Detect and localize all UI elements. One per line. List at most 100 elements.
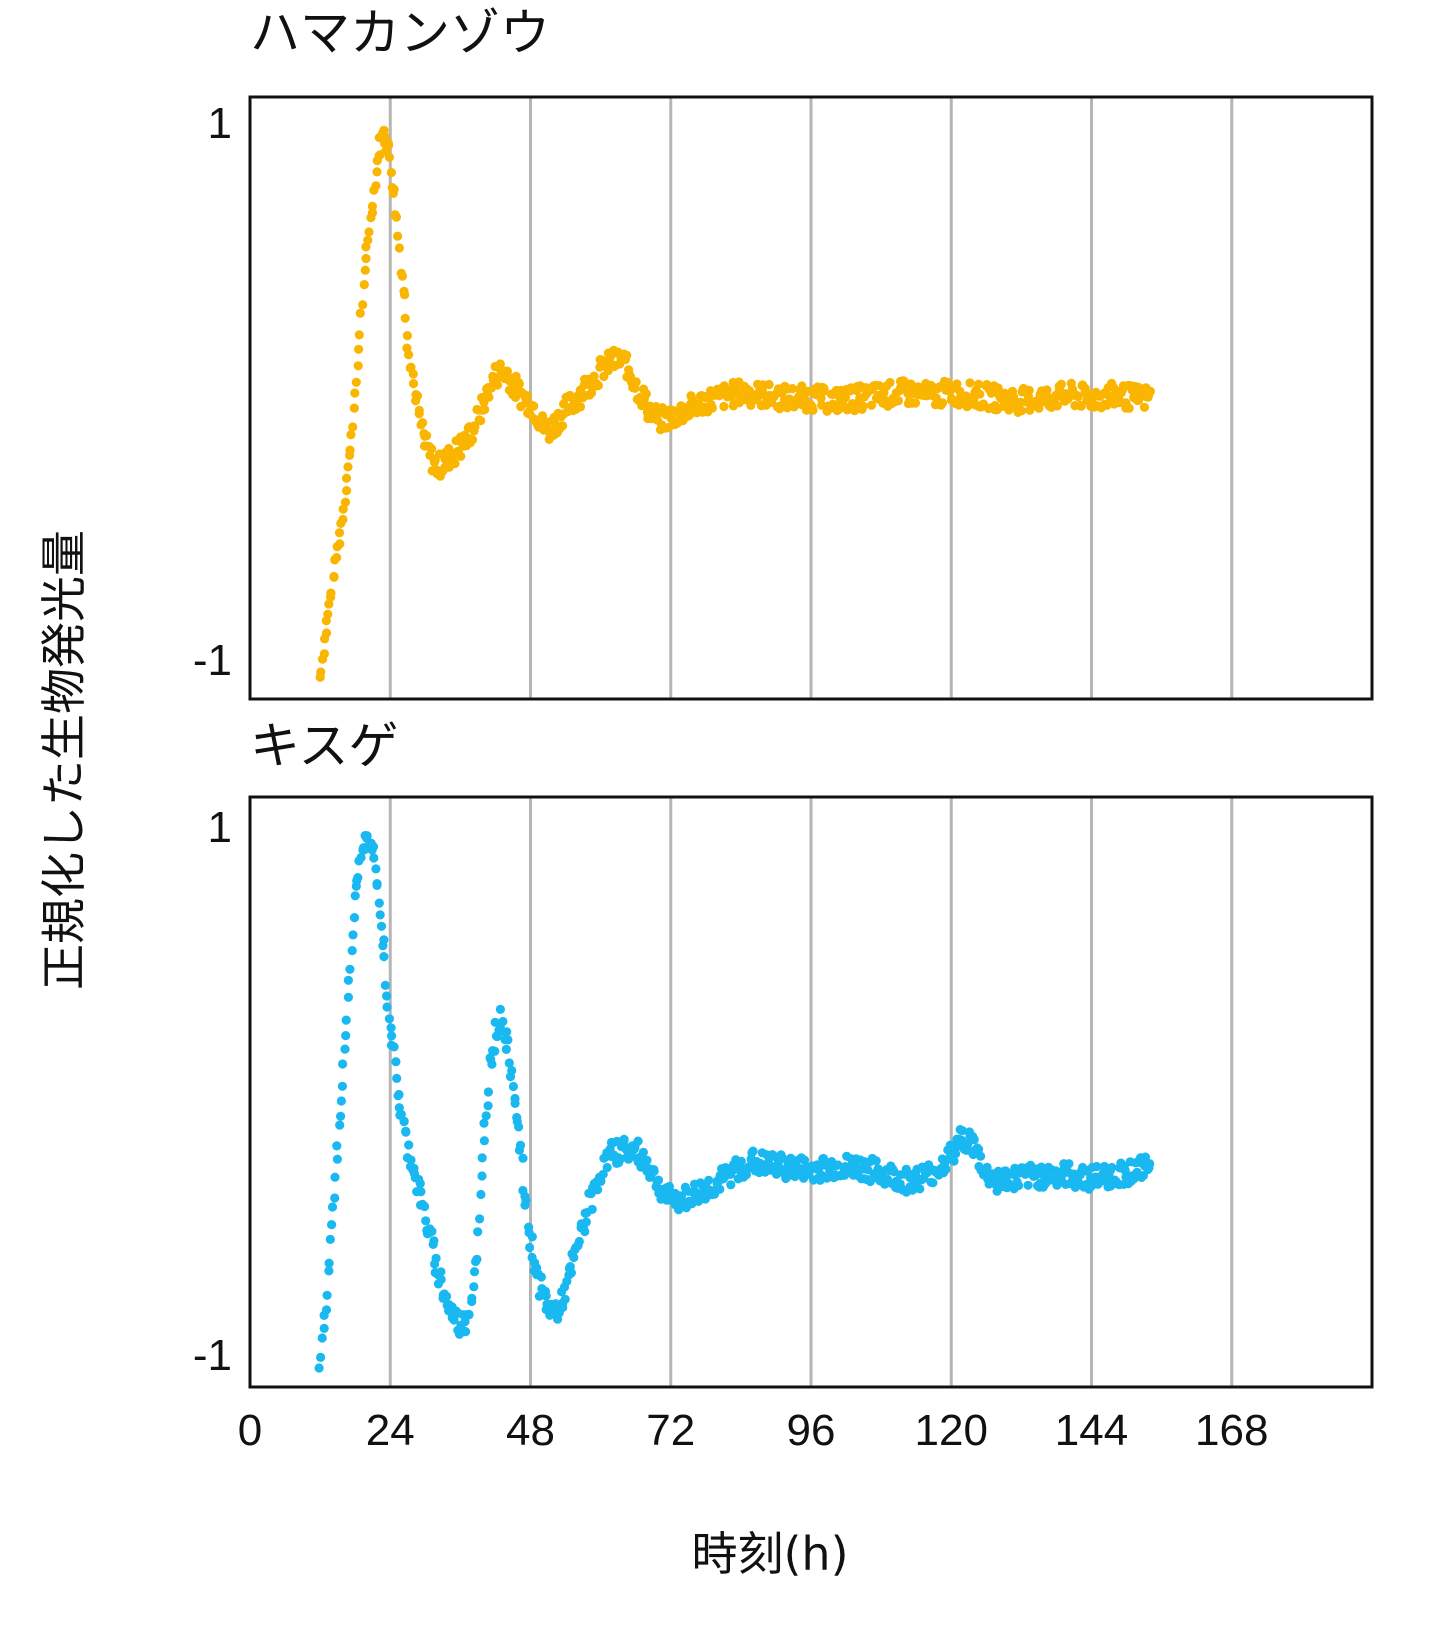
data-point [360,265,370,275]
data-point [903,389,913,399]
data-point [1073,392,1083,402]
data-point [840,392,851,403]
data-point [376,921,387,931]
data-point [349,403,359,413]
data-point [394,243,404,253]
data-point [404,1140,414,1150]
data-point [589,371,599,381]
data-point [593,380,604,391]
data-point [569,1252,579,1263]
data-point [726,1180,736,1190]
data-point [321,1305,332,1315]
data-point [343,462,353,472]
xtick-label: 168 [1195,1406,1268,1455]
panel-title-hamakanzou: ハマカンゾウ [250,4,550,62]
data-point [598,1169,608,1179]
data-point [416,1187,426,1197]
data-point [541,1291,551,1301]
data-point [976,1151,986,1161]
data-point [469,1267,480,1277]
xtick-label: 120 [915,1406,988,1455]
panel-title-kisuge: キスゲ [250,717,399,775]
data-point [797,381,807,391]
data-point [324,1258,334,1268]
data-point [336,1096,346,1106]
data-point [630,1143,640,1153]
data-point [412,391,423,401]
data-point [404,350,414,360]
data-point [764,379,774,390]
plot-frame-kisuge [248,795,1374,1389]
data-point [476,416,486,426]
data-point [865,1176,875,1187]
data-point [481,1111,491,1121]
data-point [374,898,384,908]
data-point [1107,1162,1117,1173]
data-point [347,946,357,956]
data-point [384,152,394,162]
data-point [467,435,478,445]
data-point [910,398,921,408]
data-point [469,1282,479,1292]
data-point [369,853,379,863]
data-point [952,379,962,389]
data-point [342,486,352,496]
data-point [401,1127,411,1137]
data-point [343,975,353,985]
data-point [436,1274,446,1285]
data-point [386,167,396,178]
data-point [371,864,381,874]
data-point [1140,1152,1151,1162]
data-point [1017,406,1027,416]
data-point [354,330,364,340]
data-point [389,1042,399,1052]
data-point [464,1309,474,1319]
data-point [372,167,382,177]
data-point [421,1216,431,1226]
data-point [341,1031,351,1041]
data-point [361,253,371,264]
data-point [938,398,948,408]
data-point [596,1176,606,1186]
data-point [408,379,419,389]
data-point [335,539,345,549]
data-point [580,1226,590,1237]
data-point [928,1178,938,1188]
data-point [422,431,432,441]
data-point [349,913,360,923]
data-point [327,1220,337,1230]
data-point [508,1081,518,1092]
data-point [353,873,363,883]
data-point [1014,1180,1024,1191]
data-points-hamakanzou [315,125,1155,682]
data-point [319,649,329,659]
x-axis-label: 時刻(h) [691,1527,848,1581]
data-point [354,344,364,354]
data-point [399,1117,409,1127]
data-point [449,1315,459,1325]
xtick-label: 72 [646,1406,695,1455]
data-point [379,952,389,962]
data-point [502,1027,512,1037]
data-point [368,842,379,852]
ytick-label: -1 [193,636,232,685]
data-point [574,1236,584,1247]
data-point [406,1155,416,1165]
data-point [479,1136,489,1146]
data-point [391,212,401,222]
data-point [941,1164,951,1174]
data-point [1034,403,1044,413]
data-point [955,386,965,396]
data-point [498,1016,508,1027]
data-point [332,1154,342,1164]
xtick-label: 48 [506,1406,555,1455]
data-point [400,313,410,323]
data-point [402,331,412,341]
data-point [400,290,410,300]
data-point [719,401,729,412]
data-point [415,1178,425,1189]
data-point [974,1144,984,1154]
data-point [518,1153,528,1163]
data-point [1145,386,1155,396]
data-point [420,1201,430,1212]
